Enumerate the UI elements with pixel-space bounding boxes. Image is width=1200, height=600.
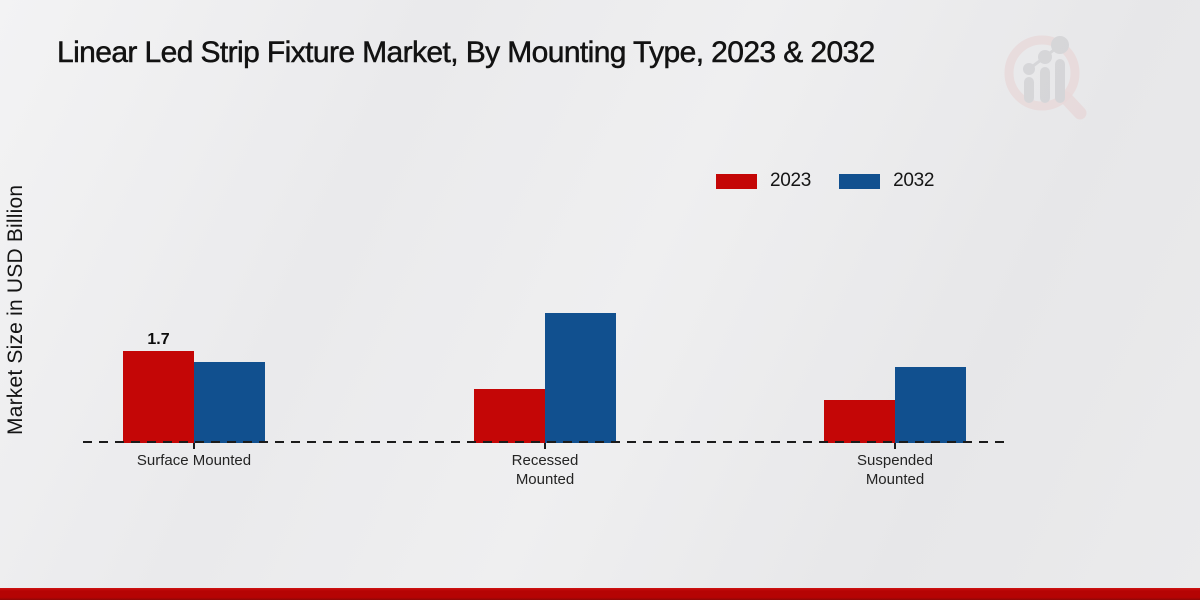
trend-dot-small [1023, 63, 1035, 75]
x-axis-tick-surface-mounted [193, 443, 195, 449]
category-label-suspended-mounted: Suspended Mounted [857, 452, 933, 488]
category-label-recessed-mounted: Recessed Mounted [511, 452, 579, 488]
bar-2023-surface-mounted [123, 351, 194, 443]
figure-bar-short [1024, 77, 1034, 103]
figure-bar-medium [1040, 67, 1050, 103]
trend-dot-large [1051, 36, 1069, 54]
bar-2023-suspended-mounted [824, 400, 895, 443]
legend-label-2032: 2032 [893, 170, 935, 191]
legend-item-2023: 2023 [716, 170, 811, 192]
x-axis-tick-suspended-mounted [894, 443, 896, 449]
footer-band [0, 588, 1200, 600]
bar-2032-recessed-mounted [545, 313, 616, 443]
bar-value-label-2023-surface-mounted: 1.7 [147, 331, 170, 348]
trend-dot-medium [1038, 50, 1052, 64]
magnifier-handle [1059, 91, 1087, 120]
legend-item-2032: 2032 [839, 170, 934, 192]
category-label-surface-mounted: Surface Mounted [136, 452, 252, 469]
legend-swatch-2032 [839, 173, 881, 189]
magnifier-bar-chart-logo-icon [1004, 35, 1087, 120]
bar-2032-suspended-mounted [895, 367, 966, 443]
x-axis-line [83, 441, 1005, 443]
magnifier-ring [1004, 35, 1080, 111]
chart-title: Linear Led Strip Fixture Market, By Moun… [57, 36, 876, 70]
bar-2032-surface-mounted [194, 362, 265, 443]
legend-swatch-2023 [716, 173, 757, 189]
x-axis-tick-recessed-mounted [544, 443, 546, 449]
legend-label-2023: 2023 [770, 170, 812, 191]
legend: 2023 2032 [716, 170, 934, 192]
bar-2023-recessed-mounted [474, 389, 545, 443]
figure-bar-tall [1055, 59, 1065, 103]
